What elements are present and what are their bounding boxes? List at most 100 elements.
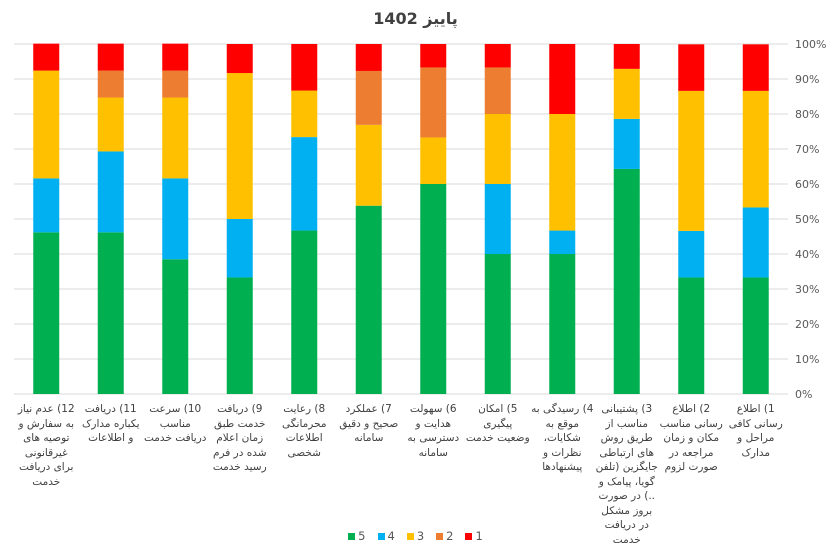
bar-segment-5 bbox=[226, 277, 253, 394]
bar-segment-2 bbox=[97, 70, 124, 98]
bar-segment-4 bbox=[484, 184, 511, 254]
y-tick-label: 30% bbox=[795, 283, 819, 296]
y-tick-label: 0% bbox=[795, 388, 812, 401]
bar-stack bbox=[742, 44, 769, 394]
x-category-label: 10) سرعت مناسب دریافت خدمت bbox=[144, 403, 207, 444]
bar-segment-3 bbox=[355, 124, 382, 206]
bar-segment-1 bbox=[355, 44, 382, 71]
bar-segment-5 bbox=[162, 259, 189, 394]
legend-label: 1 bbox=[475, 529, 483, 543]
bar-segment-3 bbox=[549, 114, 576, 231]
y-tick-label: 20% bbox=[795, 318, 819, 331]
legend-swatch bbox=[465, 532, 473, 540]
x-category-label: 9) دریافت خدمت طبق زمان اعلام شده در فرم… bbox=[212, 403, 267, 473]
bar-segment-5 bbox=[484, 254, 511, 394]
x-category-label: 1) اطلاع رسانی کافی مراحل و مدارک bbox=[728, 403, 783, 459]
bar-segment-1 bbox=[97, 43, 124, 71]
x-category-label: 2) اطلاع رسانی مناسب مکان و زمان مراجعه … bbox=[659, 403, 723, 473]
bar-segment-3 bbox=[291, 90, 318, 138]
y-tick-label: 70% bbox=[795, 143, 819, 156]
legend-label: 3 bbox=[416, 529, 425, 543]
legend-item: 5 bbox=[348, 529, 366, 543]
bar-segment-1 bbox=[742, 44, 769, 91]
bar-segment-4 bbox=[226, 219, 253, 278]
legend-swatch bbox=[406, 532, 414, 540]
bar-stack bbox=[613, 44, 640, 394]
legend-label: 5 bbox=[358, 529, 366, 543]
bar-stack bbox=[291, 44, 318, 394]
bar-segment-1 bbox=[162, 43, 189, 71]
legend-item: 1 bbox=[465, 529, 483, 543]
bar-stack bbox=[484, 44, 511, 394]
x-category-label: 7) عملکرد صحیح و دقیق سامانه bbox=[339, 403, 399, 444]
bar-stack bbox=[420, 44, 447, 394]
bar-segment-2 bbox=[355, 70, 382, 125]
bar-segment-5 bbox=[678, 277, 705, 394]
bar-segment-4 bbox=[613, 118, 640, 169]
bar-segment-1 bbox=[613, 44, 640, 69]
y-tick-label: 90% bbox=[795, 73, 819, 86]
bar-segment-3 bbox=[678, 90, 705, 231]
bar-segment-3 bbox=[613, 68, 640, 119]
x-category-label: 3) پشتیبانی مناسب از طریق روش های ارتباط… bbox=[595, 403, 658, 546]
x-category-label: 11) دریافت یکباره مدارک و اطلاعات bbox=[81, 403, 140, 444]
y-tick-label: 60% bbox=[795, 178, 819, 191]
bar-segment-3 bbox=[742, 90, 769, 208]
bar-segment-5 bbox=[613, 168, 640, 394]
legend-label: 4 bbox=[387, 529, 395, 543]
bar-stack bbox=[678, 44, 705, 394]
x-category-label: 4) رسیدگی به موقع به شکایات، نظرات و پیش… bbox=[531, 403, 594, 473]
legend-swatch bbox=[436, 532, 444, 540]
bar-segment-1 bbox=[549, 44, 576, 114]
legend-label: 2 bbox=[446, 529, 454, 543]
chart-legend: 5 4 3 2 1 bbox=[0, 529, 831, 543]
y-tick-label: 10% bbox=[795, 353, 819, 366]
x-category-label: 5) امکان پیگیری وضعیت خدمت bbox=[465, 403, 530, 444]
bar-segment-4 bbox=[742, 207, 769, 278]
bar-segment-3 bbox=[97, 97, 124, 152]
bar-stack bbox=[226, 44, 253, 394]
bar-segment-4 bbox=[97, 151, 124, 233]
bar-segment-5 bbox=[291, 230, 318, 394]
bar-segment-4 bbox=[549, 230, 576, 254]
x-category-label: 8) رعایت محرمانگی اطلاعات شخصی bbox=[282, 403, 327, 459]
x-category-label: 12) عدم نیاز به سفارش و توصیه های غیرقان… bbox=[17, 403, 75, 488]
bar-segment-1 bbox=[420, 44, 447, 68]
bar-stack bbox=[162, 43, 189, 394]
y-tick-label: 50% bbox=[795, 213, 819, 226]
bar-segment-4 bbox=[678, 230, 705, 278]
legend-swatch bbox=[348, 532, 356, 540]
bar-segment-2 bbox=[420, 67, 447, 138]
bar-segment-4 bbox=[33, 178, 60, 233]
y-tick-label: 80% bbox=[795, 108, 819, 121]
legend-item: 2 bbox=[436, 529, 453, 543]
chart-title: پاییز 1402 bbox=[373, 9, 458, 28]
bar-segment-5 bbox=[420, 184, 447, 394]
bar-segment-3 bbox=[484, 114, 511, 184]
legend-swatch bbox=[377, 532, 385, 540]
bar-segment-4 bbox=[162, 178, 189, 260]
legend-item: 4 bbox=[377, 529, 395, 543]
bar-segment-5 bbox=[742, 277, 769, 394]
bar-segment-1 bbox=[291, 44, 318, 91]
y-tick-label: 100% bbox=[795, 38, 826, 51]
x-category-label: 6) سهولت هدایت و دسترسی به سامانه bbox=[407, 403, 460, 459]
bar-segment-3 bbox=[33, 70, 60, 179]
bar-segment-1 bbox=[33, 43, 60, 71]
bar-segment-5 bbox=[355, 205, 382, 394]
bar-segment-1 bbox=[226, 44, 253, 74]
bar-segment-5 bbox=[97, 232, 124, 394]
bar-segment-1 bbox=[678, 44, 705, 91]
bar-stack bbox=[33, 43, 60, 394]
bar-stack bbox=[97, 43, 124, 394]
bar-segment-2 bbox=[162, 70, 189, 98]
bar-segment-5 bbox=[549, 254, 576, 394]
bar-segment-1 bbox=[484, 44, 511, 68]
bar-segment-3 bbox=[420, 137, 447, 184]
bar-segment-4 bbox=[291, 137, 318, 231]
bar-stack bbox=[549, 44, 576, 394]
bar-segment-3 bbox=[226, 73, 253, 219]
legend-item: 3 bbox=[406, 529, 425, 543]
bar-segment-2 bbox=[484, 67, 511, 114]
